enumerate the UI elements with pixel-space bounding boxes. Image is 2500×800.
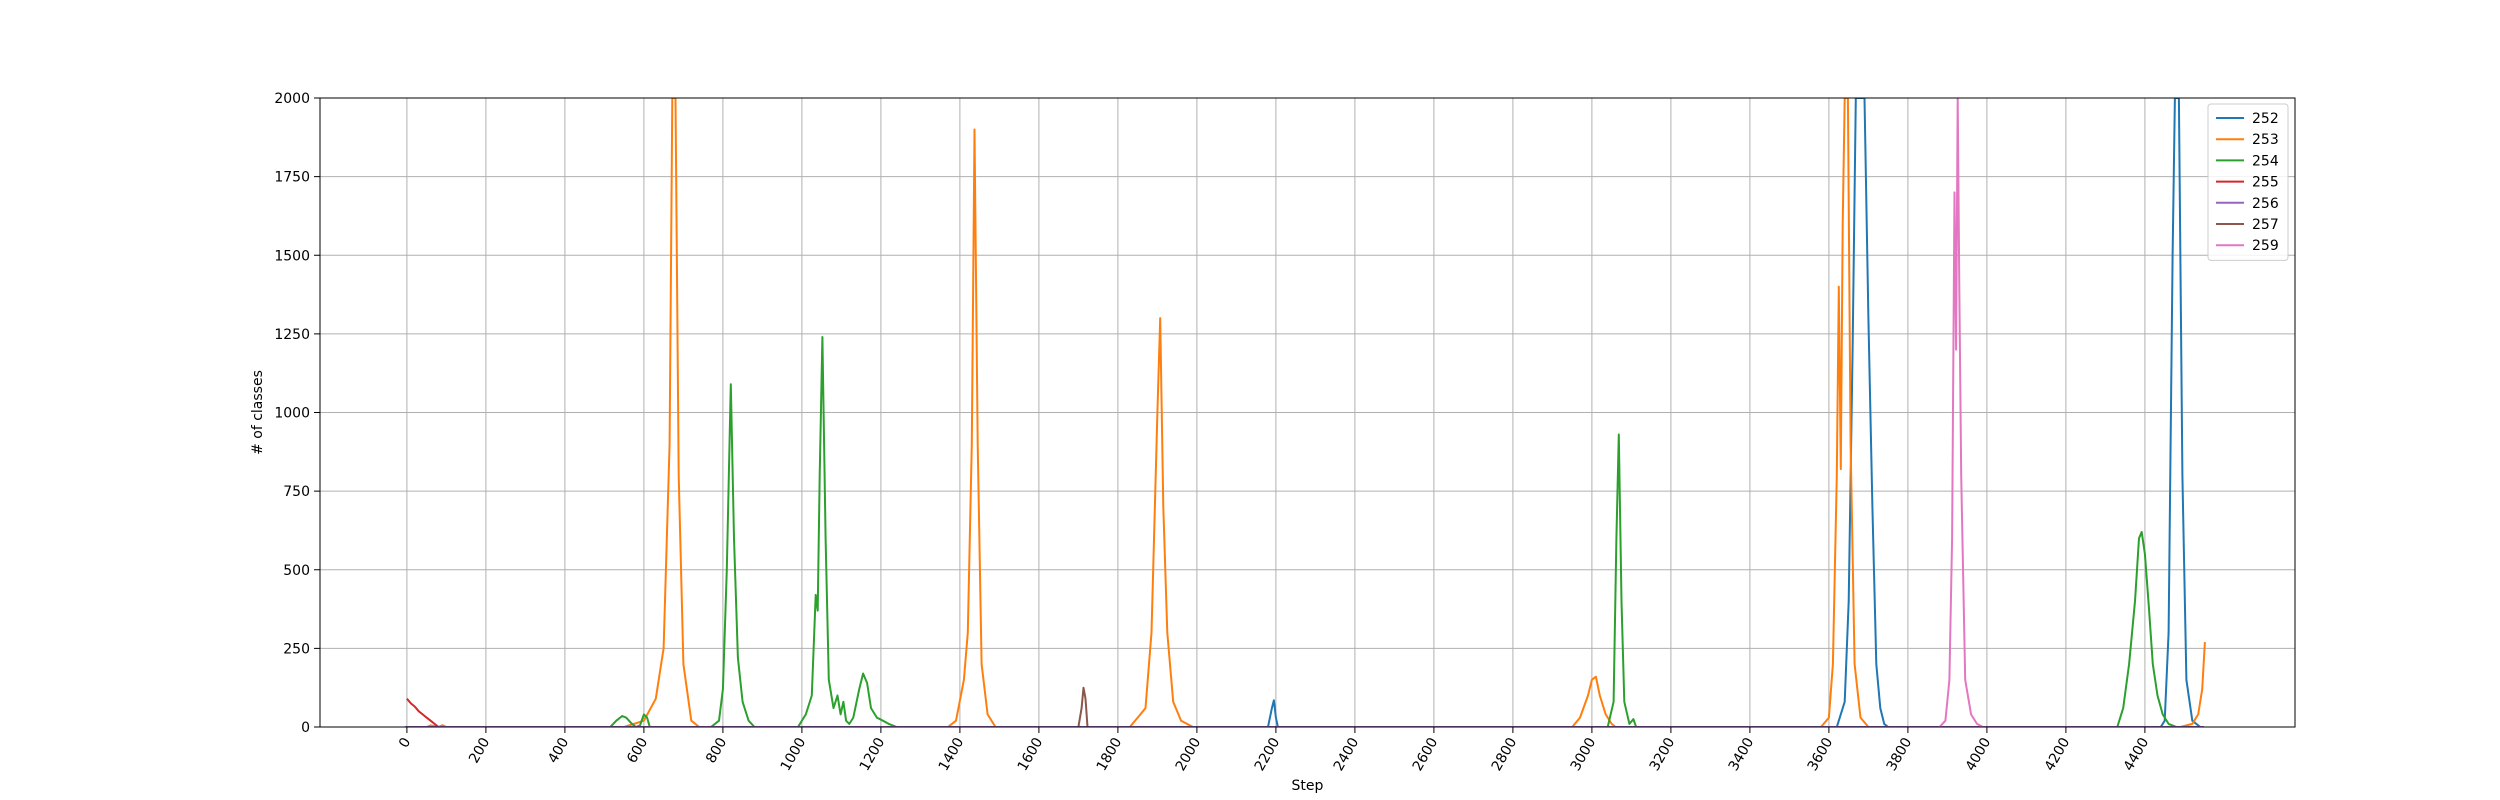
legend-box	[2207, 103, 2289, 261]
y-axis: 0 250 500 750 1000 1250 1500 1750 2000	[274, 91, 320, 736]
legend-label: 252	[2252, 111, 2279, 127]
legend-label: 256	[2252, 196, 2279, 212]
series-line-257	[1077, 686, 1089, 727]
y-tick-label: 0	[301, 720, 310, 736]
y-tick-label: 1750	[274, 170, 310, 186]
legend-label: 255	[2252, 175, 2279, 191]
y-tick-label: 2000	[274, 91, 310, 107]
legend-label: 259	[2252, 238, 2279, 254]
y-tick-label: 250	[283, 641, 310, 657]
series-line-252	[1267, 98, 2201, 727]
x-axis-label: Step	[1292, 778, 1324, 794]
grid	[320, 97, 2295, 728]
y-tick-label: 500	[283, 563, 310, 579]
series-line-253	[426, 98, 2206, 727]
y-tick-label: 1500	[274, 248, 310, 264]
y-tick-label: 1250	[274, 327, 310, 343]
y-tick-label: 750	[283, 484, 310, 500]
legend-label: 253	[2252, 132, 2279, 148]
series-group	[404, 98, 2206, 727]
series-line-255	[406, 698, 440, 727]
legend-label: 257	[2252, 217, 2279, 233]
y-tick-label: 1000	[274, 406, 310, 422]
y-axis-label: # of classes	[250, 370, 266, 455]
series-line-259	[1938, 98, 1984, 727]
series-line-254	[609, 336, 2177, 727]
legend: 252 253 254 255 256 257 259	[2207, 103, 2289, 261]
legend-label: 254	[2252, 153, 2279, 169]
